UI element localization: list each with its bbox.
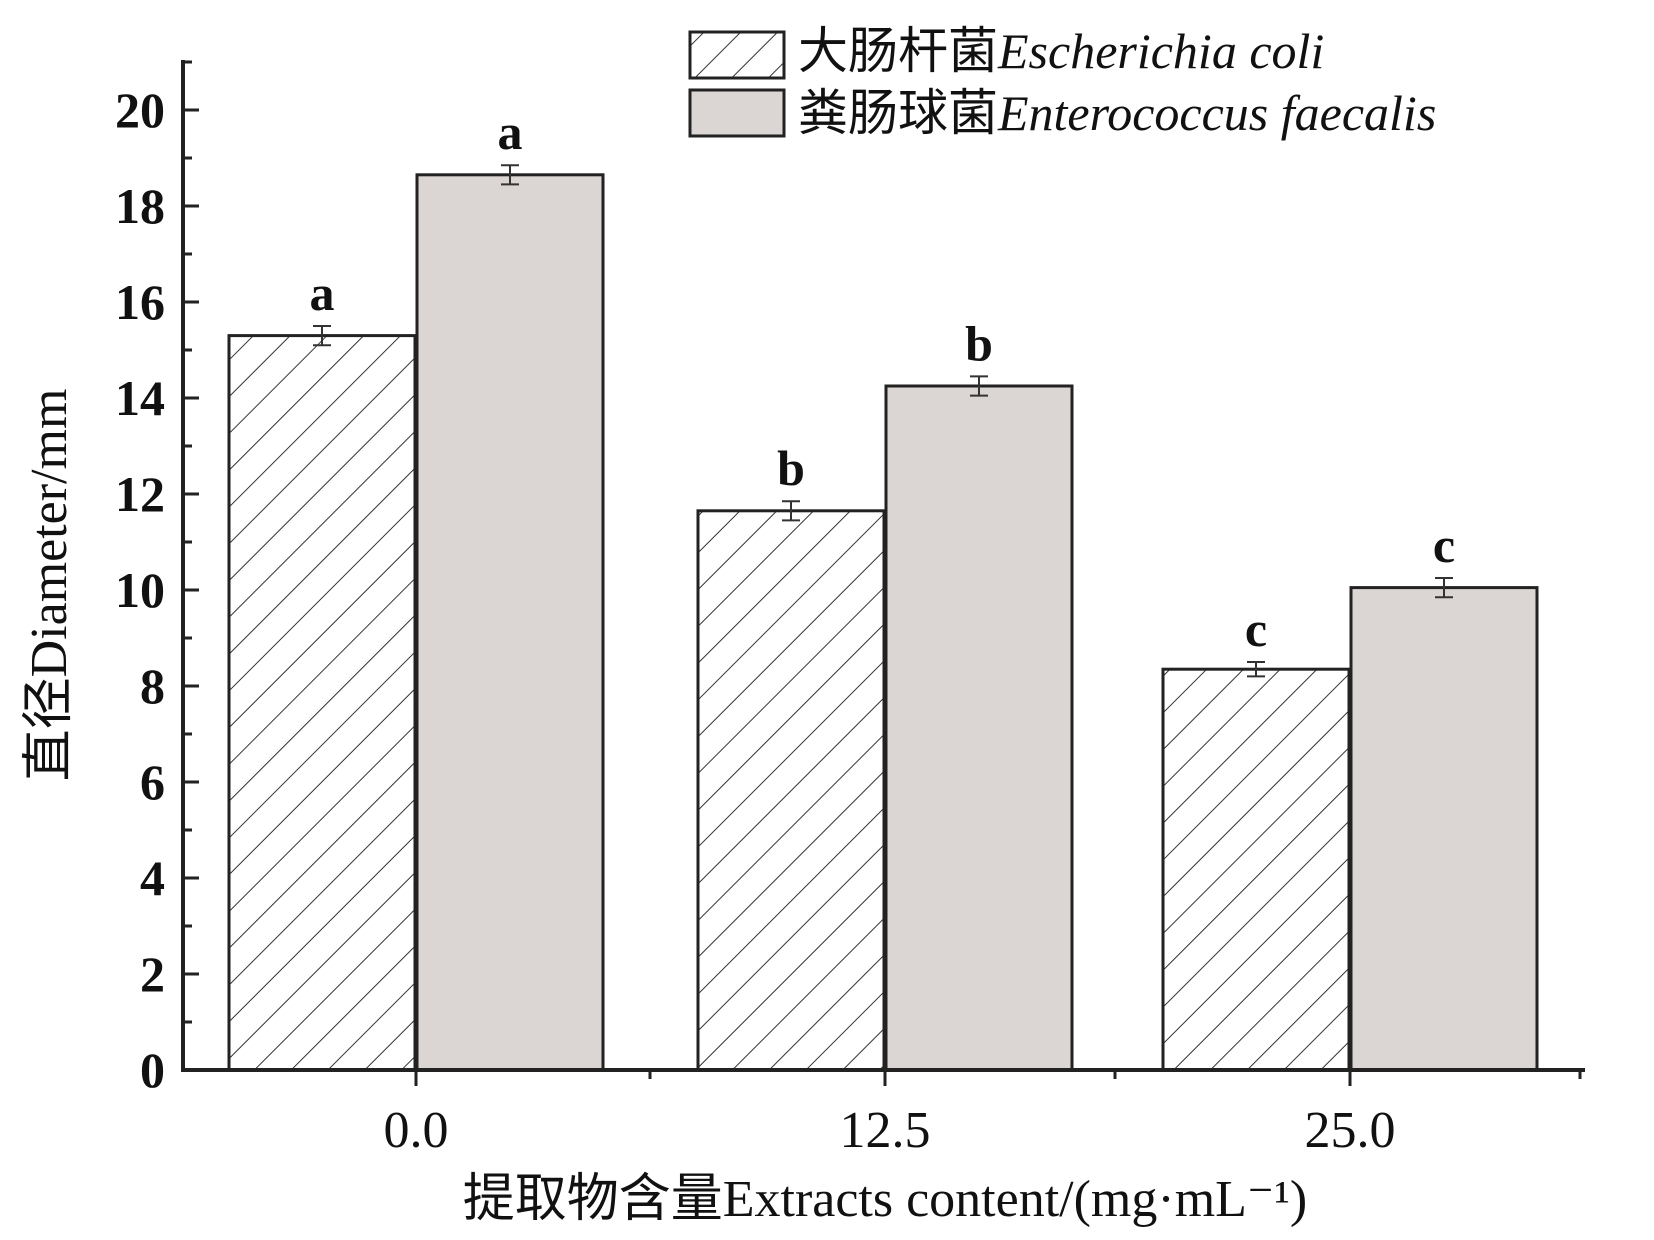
legend-label-cn: 粪肠球菌 [798, 85, 998, 141]
significance-label-series1-cat2: c [1433, 517, 1455, 573]
y-tick-label: 4 [140, 850, 165, 906]
y-tick-label: 0 [140, 1042, 165, 1098]
legend: 大肠杆菌Escherichia coli 粪肠球菌Enterococcus fae… [688, 23, 1436, 141]
legend-label-latin: Escherichia coli [997, 23, 1324, 79]
significance-label-series0-cat0: a [310, 265, 335, 321]
bar-series1-cat0 [415, 173, 605, 1072]
x-tick-label: 0.0 [384, 1102, 449, 1159]
y-tick-label: 10 [115, 562, 165, 618]
bar-series0-cat0 [227, 334, 417, 1072]
x-tick-label: 12.5 [840, 1102, 931, 1159]
x-axis-title: 提取物含量Extracts content/(mg·mL⁻¹) [463, 1171, 1308, 1228]
legend-label-series1: 粪肠球菌Enterococcus faecalis [798, 85, 1436, 141]
significance-label-series0-cat1: b [777, 440, 805, 496]
y-tick-label: 12 [115, 466, 165, 522]
y-tick-label: 2 [140, 946, 165, 1002]
axes-layer: 0 2 4 6 8 10 12 14 16 18 20 0.0 12.5 25.0 提取物含量Extract… [21, 60, 1585, 1228]
y-axis-title: 直径Diameter/mm [21, 389, 78, 782]
y-tick-label: 6 [140, 754, 165, 810]
legend-label-series0: 大肠杆菌Escherichia coli [798, 23, 1324, 79]
bar-series0-cat1 [696, 509, 886, 1072]
y-tick-label: 20 [115, 82, 165, 138]
y-tick-label: 8 [140, 658, 165, 714]
y-tick-label: 14 [115, 370, 165, 426]
legend-swatch-series0 [688, 30, 786, 80]
significance-label-series1-cat0: a [498, 104, 523, 160]
y-tick-label: 16 [115, 274, 165, 330]
bars-layer: a b c a b c [227, 104, 1539, 1072]
legend-label-latin: Enterococcus faecalis [997, 85, 1436, 141]
bar-series1-cat2 [1349, 586, 1539, 1072]
bar-series0-cat2 [1161, 667, 1351, 1072]
significance-label-series0-cat2: c [1245, 601, 1267, 657]
legend-label-cn: 大肠杆菌 [798, 23, 998, 79]
y-tick-label: 18 [115, 178, 165, 234]
significance-label-series1-cat1: b [965, 315, 993, 371]
bar-series1-cat1 [884, 384, 1074, 1072]
x-tick-label: 25.0 [1305, 1102, 1396, 1159]
legend-swatch-series1 [688, 88, 786, 138]
